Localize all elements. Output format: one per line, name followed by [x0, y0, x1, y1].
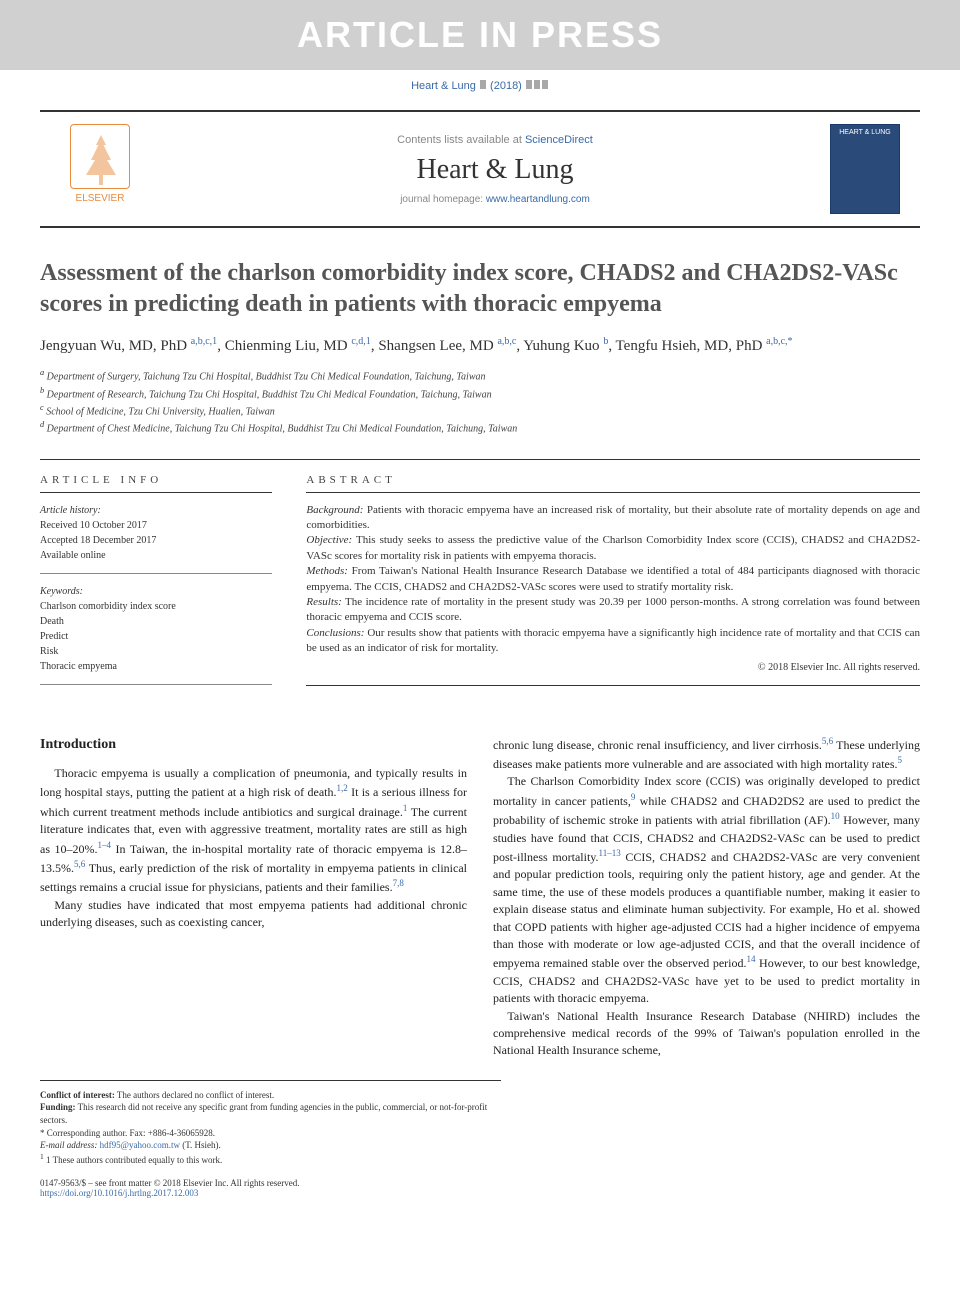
history-received: Received 10 October 2017: [40, 518, 272, 533]
elsevier-label: ELSEVIER: [76, 193, 125, 204]
article-info-column: ARTICLE INFO Article history: Received 1…: [40, 460, 286, 709]
equal-sup: 1: [40, 1152, 44, 1161]
thumb-label: HEART & LUNG: [831, 129, 899, 136]
email-label: E-mail address:: [40, 1140, 100, 1150]
issn-line: 0147-9563/$ – see front matter © 2018 El…: [40, 1178, 920, 1188]
conflict-label: Conflict of interest:: [40, 1090, 115, 1100]
journal-name: Heart & Lung: [160, 154, 830, 186]
sciencedirect-link[interactable]: ScienceDirect: [525, 134, 593, 146]
corresponding-author: * Corresponding author. Fax: +886-4-3606…: [40, 1127, 501, 1140]
abstract-con-label: Conclusions:: [306, 627, 364, 639]
authors-line: Jengyuan Wu, MD, PhD a,b,c,1, Chienming …: [40, 336, 920, 355]
citation-journal: Heart & Lung: [411, 80, 476, 92]
intro-heading: Introduction: [40, 735, 467, 755]
affiliations: a Department of Surgery, Taichung Tzu Ch…: [40, 367, 920, 436]
funding-text: This research did not receive any specif…: [40, 1102, 487, 1125]
elsevier-logo[interactable]: ELSEVIER: [60, 124, 140, 214]
keyword: Risk: [40, 644, 272, 659]
elsevier-tree-icon: [70, 124, 130, 189]
body-paragraph: Taiwan's National Health Insurance Resea…: [493, 1008, 920, 1060]
keyword: Charlson comorbidity index score: [40, 599, 272, 614]
affiliation: c School of Medicine, Tzu Chi University…: [40, 402, 920, 419]
body-paragraph: chronic lung disease, chronic renal insu…: [493, 735, 920, 774]
abstract-con-text: Our results show that patients with thor…: [306, 627, 920, 654]
citation-year: (2018): [490, 80, 522, 92]
journal-cover-thumb[interactable]: HEART & LUNG: [830, 124, 900, 214]
info-heading: ARTICLE INFO: [40, 474, 272, 493]
contents-line: Contents lists available at ScienceDirec…: [160, 134, 830, 146]
equal-contrib: 1 These authors contributed equally to t…: [46, 1155, 222, 1165]
abstract-bg-label: Background:: [306, 504, 363, 516]
citation-block: [534, 80, 540, 89]
abstract-obj-label: Objective:: [306, 534, 352, 546]
conflict-text: The authors declared no conflict of inte…: [115, 1090, 274, 1100]
keywords-label: Keywords:: [40, 584, 272, 599]
homepage-text: journal homepage:: [400, 194, 486, 205]
citation-block: [542, 80, 548, 89]
homepage-link[interactable]: www.heartandlung.com: [486, 194, 590, 205]
citation-block: [526, 80, 532, 89]
keywords-block: Keywords: Charlson comorbidity index sco…: [40, 584, 272, 685]
abstract-copyright: © 2018 Elsevier Inc. All rights reserved…: [306, 661, 920, 675]
doi-link[interactable]: https://doi.org/10.1016/j.hrtlng.2017.12…: [40, 1188, 198, 1198]
page-footer: 0147-9563/$ – see front matter © 2018 El…: [40, 1178, 920, 1198]
affiliation: d Department of Chest Medicine, Taichung…: [40, 419, 920, 436]
affiliation-text: Department of Chest Medicine, Taichung T…: [47, 424, 518, 435]
abstract-res-text: The incidence rate of mortality in the p…: [306, 596, 920, 623]
history-accepted: Accepted 18 December 2017: [40, 533, 272, 548]
funding-label: Funding:: [40, 1102, 76, 1112]
abstract-obj-text: This study seeks to assess the predictiv…: [306, 534, 920, 561]
abstract-text: Background: Patients with thoracic empye…: [306, 503, 920, 686]
history-label: Article history:: [40, 503, 272, 518]
citation-block: [480, 80, 486, 89]
article-title: Assessment of the charlson comorbidity i…: [40, 258, 920, 320]
article-history: Article history: Received 10 October 201…: [40, 503, 272, 574]
abstract-meth-text: From Taiwan's National Health Insurance …: [306, 565, 920, 592]
keyword: Death: [40, 614, 272, 629]
abstract-bg-text: Patients with thoracic empyema have an i…: [306, 504, 920, 531]
press-banner: ARTICLE IN PRESS: [0, 0, 960, 70]
journal-header: ELSEVIER Contents lists available at Sci…: [40, 110, 920, 228]
contents-text: Contents lists available at: [397, 134, 525, 146]
affiliation-text: Department of Surgery, Taichung Tzu Chi …: [47, 372, 486, 383]
affiliation-text: School of Medicine, Tzu Chi University, …: [46, 406, 275, 417]
abstract-meth-label: Methods:: [306, 565, 348, 577]
footnotes: Conflict of interest: The authors declar…: [40, 1080, 501, 1167]
body-column-right: chronic lung disease, chronic renal insu…: [493, 735, 920, 1060]
affiliation: a Department of Surgery, Taichung Tzu Ch…: [40, 367, 920, 384]
affiliation-text: Department of Research, Taichung Tzu Chi…: [47, 389, 492, 400]
body-paragraph: The Charlson Comorbidity Index score (CC…: [493, 773, 920, 1007]
abstract-column: ABSTRACT Background: Patients with thora…: [286, 460, 920, 709]
body-paragraph: Many studies have indicated that most em…: [40, 897, 467, 932]
email-link[interactable]: hdf95@yahoo.com.tw: [100, 1140, 180, 1150]
homepage-line: journal homepage: www.heartandlung.com: [160, 194, 830, 205]
affiliation: b Department of Research, Taichung Tzu C…: [40, 385, 920, 402]
body-column-left: Introduction Thoracic empyema is usually…: [40, 735, 467, 1060]
history-online: Available online: [40, 548, 272, 563]
body-paragraph: Thoracic empyema is usually a complicati…: [40, 765, 467, 897]
citation-line: Heart & Lung (2018): [0, 70, 960, 102]
keyword: Thoracic empyema: [40, 659, 272, 674]
email-suffix: (T. Hsieh).: [180, 1140, 221, 1150]
keyword: Predict: [40, 629, 272, 644]
abstract-heading: ABSTRACT: [306, 474, 920, 493]
abstract-res-label: Results:: [306, 596, 341, 608]
